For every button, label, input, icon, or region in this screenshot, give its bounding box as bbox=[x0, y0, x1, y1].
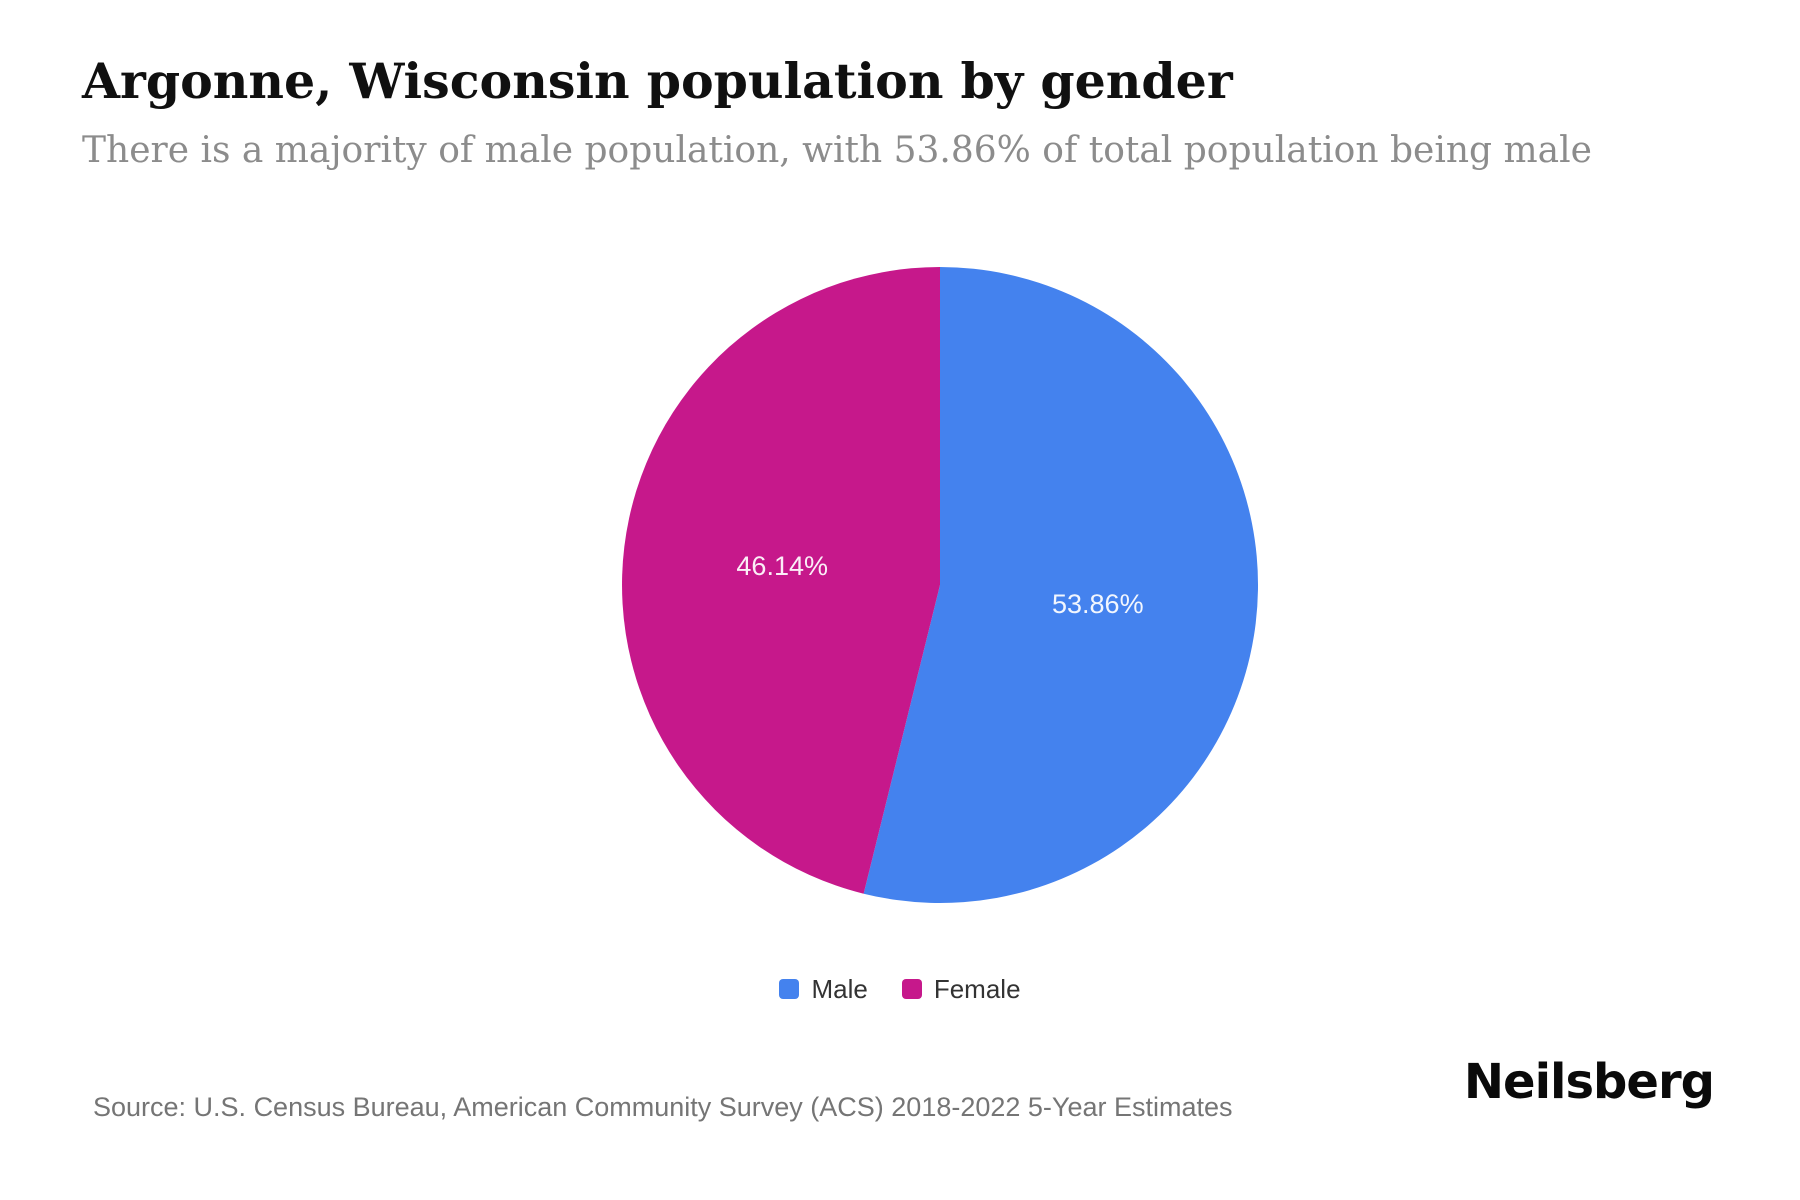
legend-label-female: Female bbox=[933, 974, 1021, 1004]
legend-swatch-male bbox=[779, 979, 800, 999]
chart-legend: Male Female bbox=[0, 976, 1800, 1002]
chart-title: Argonne, Wisconsin population by gender bbox=[82, 52, 1233, 110]
neilsberg-logo: Neilsberg bbox=[1463, 1054, 1715, 1110]
source-attribution: Source: U.S. Census Bureau, American Com… bbox=[93, 1092, 1233, 1122]
legend-label-male: Male bbox=[811, 974, 868, 1004]
pie-slice-male[interactable] bbox=[863, 267, 1259, 903]
slice-label-male: 53.86% bbox=[1052, 589, 1144, 619]
pie-chart: 53.86% 46.14% bbox=[622, 267, 1259, 903]
slice-label-female: 46.14% bbox=[736, 551, 828, 581]
legend-item-female[interactable]: Female bbox=[901, 974, 1021, 1004]
pie-slice-female[interactable] bbox=[622, 267, 940, 894]
legend-item-male[interactable]: Male bbox=[779, 974, 868, 1004]
legend-swatch-female bbox=[901, 979, 922, 999]
chart-subtitle: There is a majority of male population, … bbox=[82, 130, 1592, 171]
